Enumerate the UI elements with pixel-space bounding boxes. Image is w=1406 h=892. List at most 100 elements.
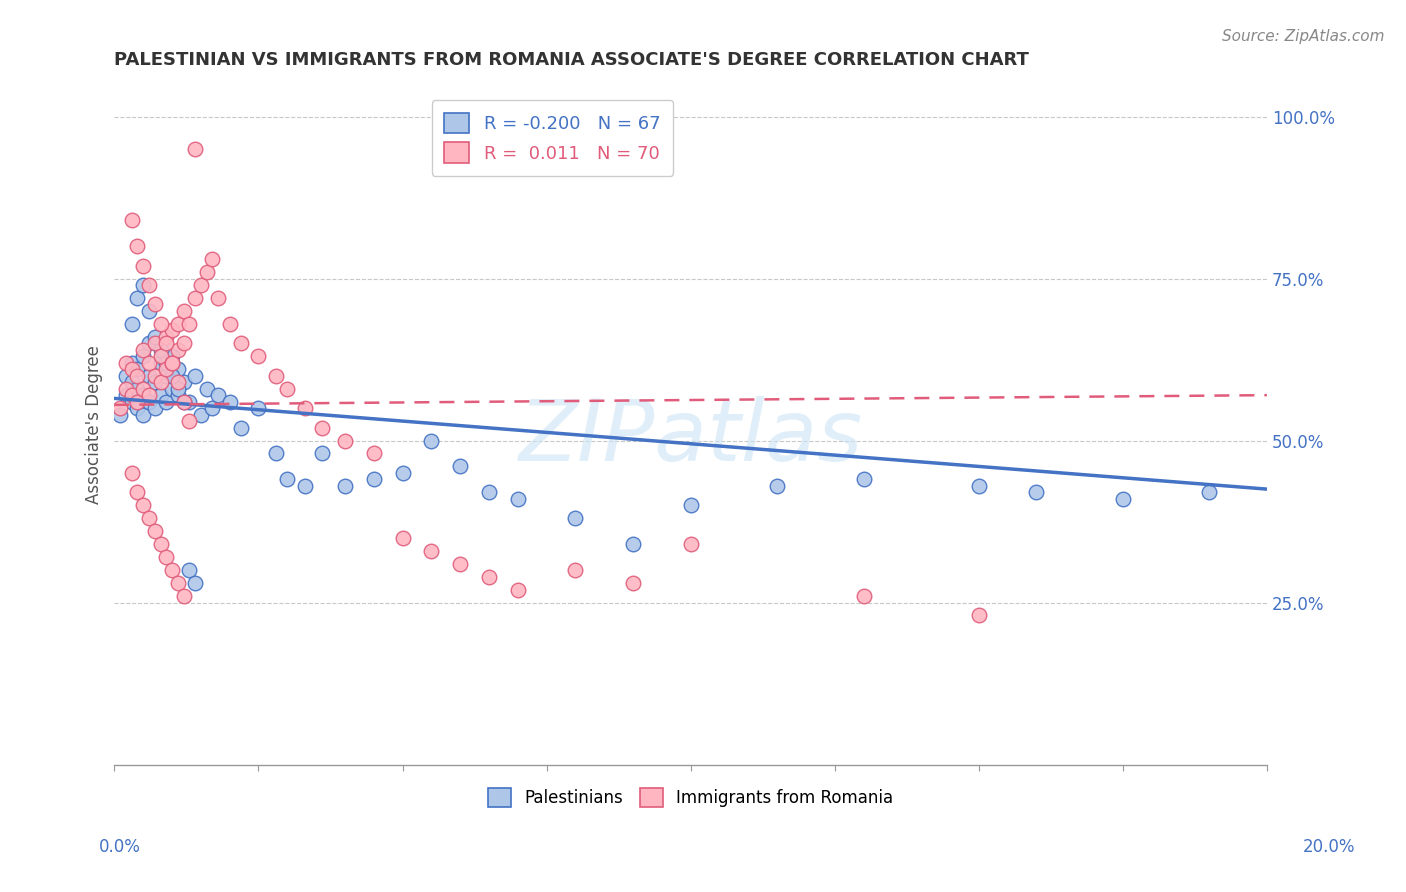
- Text: ZIPatlas: ZIPatlas: [519, 396, 863, 479]
- Point: [132, 278, 155, 293]
- Point: [166, 388, 188, 402]
- Point: [127, 401, 149, 416]
- Point: [138, 336, 160, 351]
- Point: [679, 537, 702, 551]
- Point: [138, 368, 160, 383]
- Point: [276, 472, 298, 486]
- Point: [207, 291, 229, 305]
- Point: [967, 608, 990, 623]
- Point: [276, 382, 298, 396]
- Point: [138, 278, 160, 293]
- Point: [179, 563, 201, 577]
- Text: 20.0%: 20.0%: [1302, 838, 1355, 855]
- Point: [449, 557, 471, 571]
- Point: [127, 291, 149, 305]
- Point: [121, 356, 143, 370]
- Point: [967, 479, 990, 493]
- Point: [564, 563, 586, 577]
- Point: [149, 343, 172, 357]
- Point: [363, 472, 385, 486]
- Point: [160, 323, 183, 337]
- Point: [108, 408, 131, 422]
- Point: [363, 446, 385, 460]
- Point: [155, 330, 177, 344]
- Point: [184, 142, 207, 156]
- Point: [155, 394, 177, 409]
- Point: [166, 362, 188, 376]
- Point: [201, 401, 224, 416]
- Point: [127, 362, 149, 376]
- Point: [184, 291, 207, 305]
- Point: [311, 420, 333, 434]
- Point: [108, 401, 131, 416]
- Point: [621, 537, 644, 551]
- Point: [121, 388, 143, 402]
- Point: [121, 317, 143, 331]
- Point: [149, 537, 172, 551]
- Point: [1025, 485, 1047, 500]
- Point: [231, 420, 253, 434]
- Point: [160, 349, 183, 363]
- Point: [143, 401, 166, 416]
- Point: [155, 356, 177, 370]
- Point: [149, 375, 172, 389]
- Point: [149, 317, 172, 331]
- Y-axis label: Associate's Degree: Associate's Degree: [86, 345, 103, 504]
- Point: [218, 317, 240, 331]
- Point: [621, 576, 644, 591]
- Point: [166, 382, 188, 396]
- Point: [115, 388, 138, 402]
- Point: [143, 524, 166, 539]
- Point: [127, 239, 149, 253]
- Point: [132, 259, 155, 273]
- Point: [143, 297, 166, 311]
- Point: [132, 343, 155, 357]
- Point: [184, 576, 207, 591]
- Point: [155, 550, 177, 565]
- Point: [115, 368, 138, 383]
- Point: [127, 394, 149, 409]
- Point: [160, 356, 183, 370]
- Point: [115, 356, 138, 370]
- Point: [155, 368, 177, 383]
- Point: [132, 498, 155, 512]
- Point: [179, 317, 201, 331]
- Text: 0.0%: 0.0%: [98, 838, 141, 855]
- Point: [264, 368, 287, 383]
- Point: [138, 394, 160, 409]
- Point: [294, 479, 316, 493]
- Point: [195, 382, 218, 396]
- Text: Source: ZipAtlas.com: Source: ZipAtlas.com: [1222, 29, 1385, 44]
- Point: [1112, 491, 1135, 506]
- Point: [138, 388, 160, 402]
- Point: [190, 408, 212, 422]
- Point: [143, 330, 166, 344]
- Point: [121, 213, 143, 227]
- Point: [195, 265, 218, 279]
- Point: [138, 304, 160, 318]
- Point: [852, 472, 875, 486]
- Point: [391, 466, 413, 480]
- Point: [333, 434, 356, 448]
- Point: [127, 382, 149, 396]
- Point: [143, 375, 166, 389]
- Point: [1198, 485, 1220, 500]
- Point: [149, 349, 172, 363]
- Point: [184, 368, 207, 383]
- Point: [173, 375, 195, 389]
- Point: [166, 375, 188, 389]
- Point: [160, 356, 183, 370]
- Point: [115, 382, 138, 396]
- Point: [333, 479, 356, 493]
- Point: [294, 401, 316, 416]
- Point: [166, 317, 188, 331]
- Point: [166, 343, 188, 357]
- Point: [190, 278, 212, 293]
- Point: [852, 589, 875, 603]
- Point: [121, 375, 143, 389]
- Point: [478, 569, 501, 583]
- Point: [121, 466, 143, 480]
- Point: [420, 434, 443, 448]
- Point: [311, 446, 333, 460]
- Point: [207, 388, 229, 402]
